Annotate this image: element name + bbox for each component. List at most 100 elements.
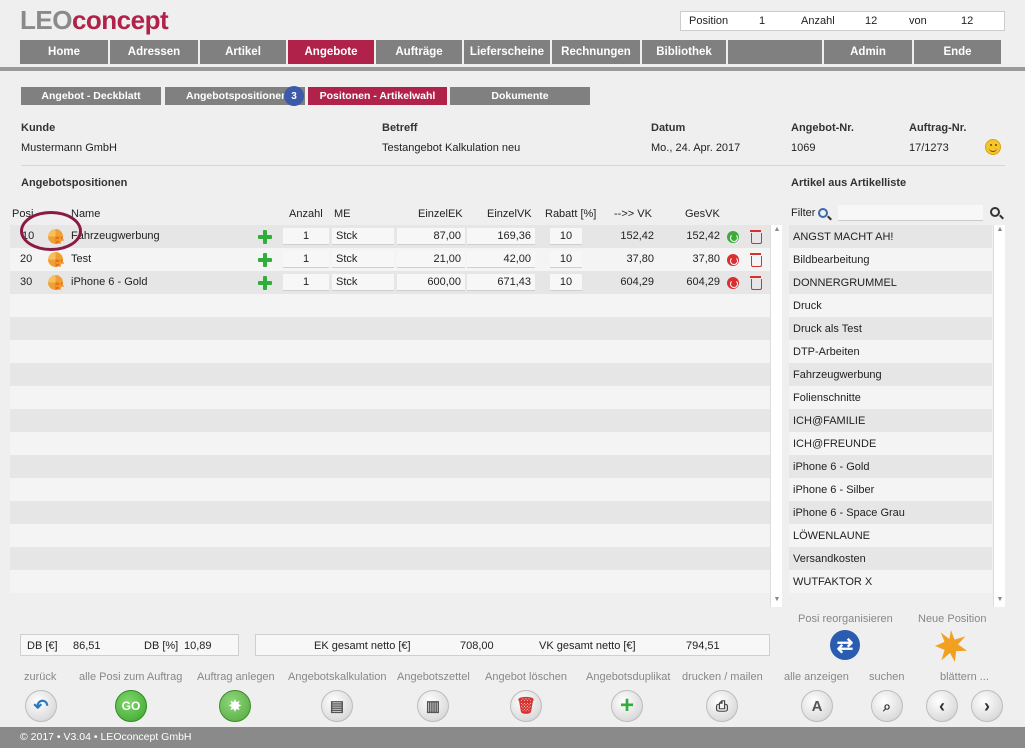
duplicate-offer-button[interactable]: + bbox=[611, 690, 643, 722]
nav-divider bbox=[0, 67, 1025, 71]
trash-icon[interactable] bbox=[750, 276, 762, 290]
add-plus-icon[interactable] bbox=[258, 253, 272, 267]
back-button[interactable]: ↶ bbox=[25, 690, 57, 722]
einzelek-field[interactable]: 21,00 bbox=[397, 251, 465, 268]
scroll-down-icon[interactable]: ▼ bbox=[996, 596, 1004, 603]
tab-deckblatt[interactable]: Angebot - Deckblatt bbox=[21, 87, 161, 105]
list-item[interactable]: WUTFAKTOR X bbox=[789, 570, 992, 593]
add-plus-icon[interactable] bbox=[258, 276, 272, 290]
einzelvk-field[interactable]: 42,00 bbox=[467, 251, 535, 268]
list-item[interactable]: iPhone 6 - Gold bbox=[789, 455, 992, 478]
einzelvk-field[interactable]: 169,36 bbox=[467, 228, 535, 245]
me-field[interactable]: Stck bbox=[332, 228, 394, 245]
nav-ende[interactable]: Ende bbox=[914, 40, 1001, 64]
tab-dokumente[interactable]: Dokumente bbox=[450, 87, 590, 105]
kunde-value: Mustermann GmbH bbox=[21, 142, 117, 154]
einzelek-field[interactable]: 87,00 bbox=[397, 228, 465, 245]
table-row[interactable]: 10 Fahrzeugwerbung 1 Stck 87,00 169,36 1… bbox=[10, 225, 770, 248]
footer: © 2017 • V3.04 • LEOconcept GmbH bbox=[0, 727, 1025, 748]
scroll-down-icon[interactable]: ▼ bbox=[773, 596, 781, 603]
table-row[interactable]: 30 iPhone 6 - Gold 1 Stck 600,00 671,43 … bbox=[10, 271, 770, 294]
list-item[interactable]: iPhone 6 - Silber bbox=[789, 478, 992, 501]
list-item[interactable]: Bildbearbeitung bbox=[789, 248, 992, 271]
add-plus-icon[interactable] bbox=[258, 230, 272, 244]
show-all-button[interactable]: A bbox=[801, 690, 833, 722]
nav-rechnungen[interactable]: Rechnungen bbox=[552, 40, 640, 64]
blaettern-label: blättern ... bbox=[940, 671, 989, 683]
new-position-star-icon[interactable] bbox=[935, 630, 967, 662]
vk-total-value: 794,51 bbox=[686, 640, 720, 652]
search-button[interactable]: ⌕ bbox=[871, 690, 903, 722]
list-item[interactable]: LÖWENLAUNE bbox=[789, 524, 992, 547]
scroll-up-icon[interactable]: ▲ bbox=[773, 226, 781, 233]
all-to-order-button[interactable]: GO bbox=[115, 690, 147, 722]
rabatt-field[interactable]: 10 bbox=[550, 228, 582, 245]
list-item[interactable]: Versandkosten bbox=[789, 547, 992, 570]
calculation-button[interactable]: ▤ bbox=[321, 690, 353, 722]
create-order-button[interactable]: ✸ bbox=[219, 690, 251, 722]
nav-angebote[interactable]: Angebote bbox=[288, 40, 374, 64]
nav-lieferscheine[interactable]: Lieferscheine bbox=[464, 40, 550, 64]
positions-scrollbar[interactable]: ▲ ▼ bbox=[770, 225, 782, 607]
list-item[interactable]: Folienschnitte bbox=[789, 386, 992, 409]
position-edit-icon[interactable] bbox=[48, 229, 63, 244]
status-warning-icon[interactable] bbox=[727, 277, 739, 289]
offer-sheet-button[interactable]: ▥ bbox=[417, 690, 449, 722]
scroll-up-icon[interactable]: ▲ bbox=[996, 226, 1004, 233]
table-row-empty bbox=[10, 294, 770, 317]
list-item[interactable]: iPhone 6 - Space Grau bbox=[789, 501, 992, 524]
reorganize-icon[interactable]: ⇄ bbox=[830, 630, 860, 660]
nav-admin[interactable]: Admin bbox=[824, 40, 912, 64]
list-item[interactable]: Fahrzeugwerbung bbox=[789, 363, 992, 386]
delete-offer-button[interactable]: 🗑 bbox=[510, 690, 542, 722]
cell-vk: 37,80 bbox=[626, 253, 654, 265]
einzelek-field[interactable]: 600,00 bbox=[397, 274, 465, 291]
clear-search-icon[interactable] bbox=[990, 207, 1000, 217]
prev-page-button[interactable]: ‹ bbox=[926, 690, 958, 722]
trash-icon[interactable] bbox=[750, 253, 762, 267]
betreff-label: Betreff bbox=[382, 122, 418, 134]
anzahl-field[interactable]: 1 bbox=[283, 228, 329, 245]
anzahl-field[interactable]: 1 bbox=[283, 251, 329, 268]
list-item[interactable]: ICH@FAMILIE bbox=[789, 409, 992, 432]
print-mail-button[interactable]: ⎙ bbox=[706, 690, 738, 722]
list-item[interactable]: ANGST MACHT AH! bbox=[789, 225, 992, 248]
me-field[interactable]: Stck bbox=[332, 251, 394, 268]
nav-artikel[interactable]: Artikel bbox=[200, 40, 286, 64]
list-item[interactable]: ICH@FREUNDE bbox=[789, 432, 992, 455]
next-page-button[interactable]: › bbox=[971, 690, 1003, 722]
trash-icon[interactable] bbox=[750, 230, 762, 244]
tab-artikelwahl[interactable]: Positonen - Artikelwahl bbox=[308, 87, 447, 105]
filter-input[interactable] bbox=[838, 205, 983, 221]
articles-scrollbar[interactable]: ▲ ▼ bbox=[993, 225, 1005, 607]
search-icon[interactable] bbox=[818, 208, 828, 218]
anzahl-field[interactable]: 1 bbox=[283, 274, 329, 291]
nav-auftraege[interactable]: Aufträge bbox=[376, 40, 462, 64]
alle-posi-label: alle Posi zum Auftrag bbox=[79, 671, 183, 683]
rabatt-field[interactable]: 10 bbox=[550, 274, 582, 291]
tab-angebotspositionen[interactable]: Angebotspositionen bbox=[165, 87, 305, 105]
einzelvk-field[interactable]: 671,43 bbox=[467, 274, 535, 291]
list-item[interactable]: DONNERGRUMMEL bbox=[789, 271, 992, 294]
col-arrow-vk: -->> VK bbox=[614, 208, 652, 220]
table-row[interactable]: 20 Test 1 Stck 21,00 42,00 10 37,80 37,8… bbox=[10, 248, 770, 271]
list-item[interactable]: DTP-Arbeiten bbox=[789, 340, 992, 363]
me-field[interactable]: Stck bbox=[332, 274, 394, 291]
col-einzelek: EinzelEK bbox=[418, 208, 463, 220]
nav-adressen[interactable]: Adressen bbox=[110, 40, 198, 64]
status-ok-icon[interactable] bbox=[727, 231, 739, 243]
rabatt-field[interactable]: 10 bbox=[550, 251, 582, 268]
back-label: zurück bbox=[24, 671, 57, 683]
nav-bibliothek[interactable]: Bibliothek bbox=[642, 40, 726, 64]
nav-home[interactable]: Home bbox=[20, 40, 108, 64]
list-item[interactable]: Druck als Test bbox=[789, 317, 992, 340]
list-item[interactable]: Druck bbox=[789, 294, 992, 317]
position-edit-icon[interactable] bbox=[48, 275, 63, 290]
record-info-bar: Position 1 Anzahl 12 von 12 bbox=[680, 11, 1005, 31]
table-row-empty bbox=[10, 524, 770, 547]
von-label: von bbox=[909, 15, 927, 27]
position-edit-icon[interactable] bbox=[48, 252, 63, 267]
smiley-icon[interactable] bbox=[985, 139, 1001, 155]
status-warning-icon[interactable] bbox=[727, 254, 739, 266]
table-row-empty bbox=[10, 409, 770, 432]
